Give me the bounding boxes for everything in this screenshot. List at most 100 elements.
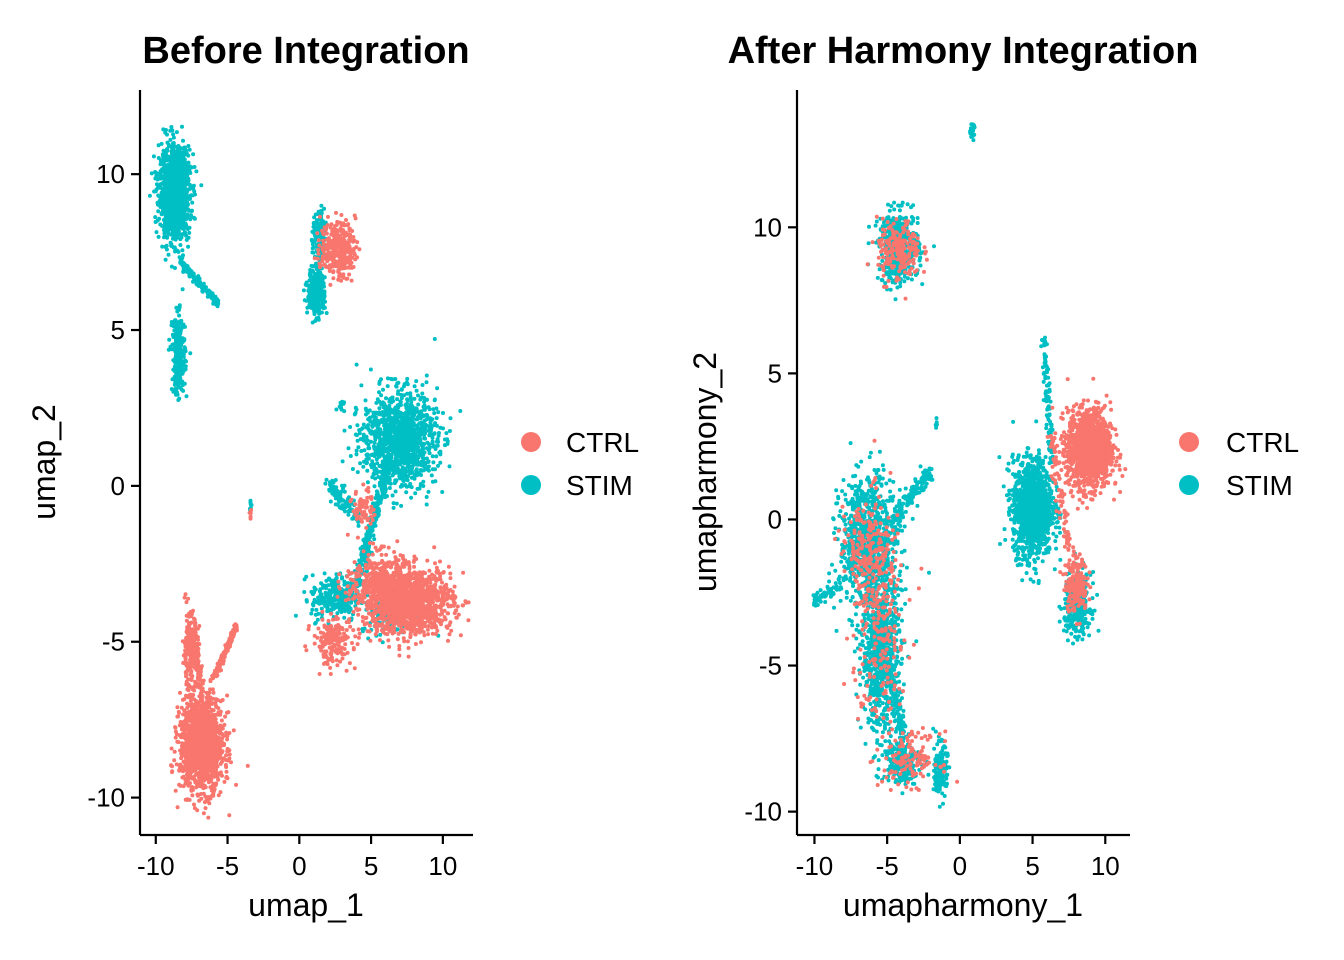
point (205, 291, 210, 296)
point (342, 489, 347, 494)
point (309, 589, 314, 594)
point (170, 764, 174, 769)
point (424, 373, 429, 378)
point (386, 429, 390, 434)
point (445, 441, 450, 446)
point (182, 338, 187, 343)
point (177, 313, 182, 318)
point (333, 478, 338, 482)
point (342, 582, 347, 587)
point (176, 209, 181, 214)
point (409, 495, 414, 500)
point (169, 125, 174, 129)
point (411, 446, 416, 451)
point (169, 746, 174, 751)
point (183, 346, 188, 351)
point (180, 248, 185, 253)
point (166, 176, 171, 181)
point (372, 501, 377, 506)
point (164, 128, 168, 132)
point (384, 457, 389, 462)
point (423, 436, 428, 441)
point (364, 434, 369, 439)
point (324, 600, 329, 605)
point (203, 806, 208, 811)
point (167, 225, 172, 230)
point (174, 195, 179, 200)
point (348, 606, 353, 611)
point (394, 501, 399, 506)
point (448, 416, 453, 421)
point (391, 505, 396, 510)
point (192, 189, 197, 194)
point (185, 168, 190, 173)
point (404, 490, 409, 495)
point (153, 176, 158, 181)
point (176, 377, 181, 382)
point (347, 610, 351, 615)
point (384, 396, 388, 401)
point (167, 337, 172, 342)
point (311, 245, 316, 250)
point (322, 275, 327, 280)
point (162, 163, 167, 167)
point (310, 607, 315, 612)
point (405, 451, 410, 456)
point (182, 208, 187, 213)
point (370, 528, 375, 533)
point (187, 187, 192, 192)
point (412, 409, 417, 414)
point (408, 422, 413, 427)
point (172, 173, 177, 178)
point (416, 430, 421, 435)
point (430, 417, 435, 422)
point (317, 287, 322, 292)
point (387, 486, 392, 490)
point (388, 481, 393, 486)
point (387, 411, 392, 416)
point (199, 183, 204, 188)
point (363, 398, 368, 403)
point (398, 475, 403, 480)
point (173, 164, 178, 169)
point (364, 461, 369, 466)
point (358, 461, 363, 466)
point (362, 448, 367, 453)
point (177, 305, 181, 310)
point (175, 217, 180, 222)
point (433, 447, 438, 451)
point (176, 383, 181, 387)
point (184, 217, 189, 222)
point (440, 490, 445, 494)
point (390, 449, 395, 454)
point (376, 446, 381, 451)
point (156, 234, 161, 239)
point (379, 479, 384, 484)
point (320, 300, 325, 305)
point (181, 138, 185, 143)
point (372, 430, 377, 435)
point (438, 425, 443, 430)
point (316, 317, 321, 322)
point (175, 235, 180, 240)
point (425, 440, 430, 445)
point (354, 362, 359, 367)
point (180, 161, 185, 165)
point (310, 242, 315, 247)
point (197, 798, 202, 803)
point (187, 164, 192, 169)
point (160, 152, 165, 157)
point (164, 171, 169, 176)
point (164, 149, 169, 154)
point (431, 407, 436, 412)
point (169, 264, 174, 269)
point (174, 231, 179, 236)
point (372, 537, 377, 542)
point (225, 693, 230, 698)
point (406, 431, 411, 436)
point (391, 471, 396, 476)
point (432, 398, 437, 403)
point (414, 468, 419, 473)
point (412, 438, 417, 443)
point (245, 763, 250, 768)
